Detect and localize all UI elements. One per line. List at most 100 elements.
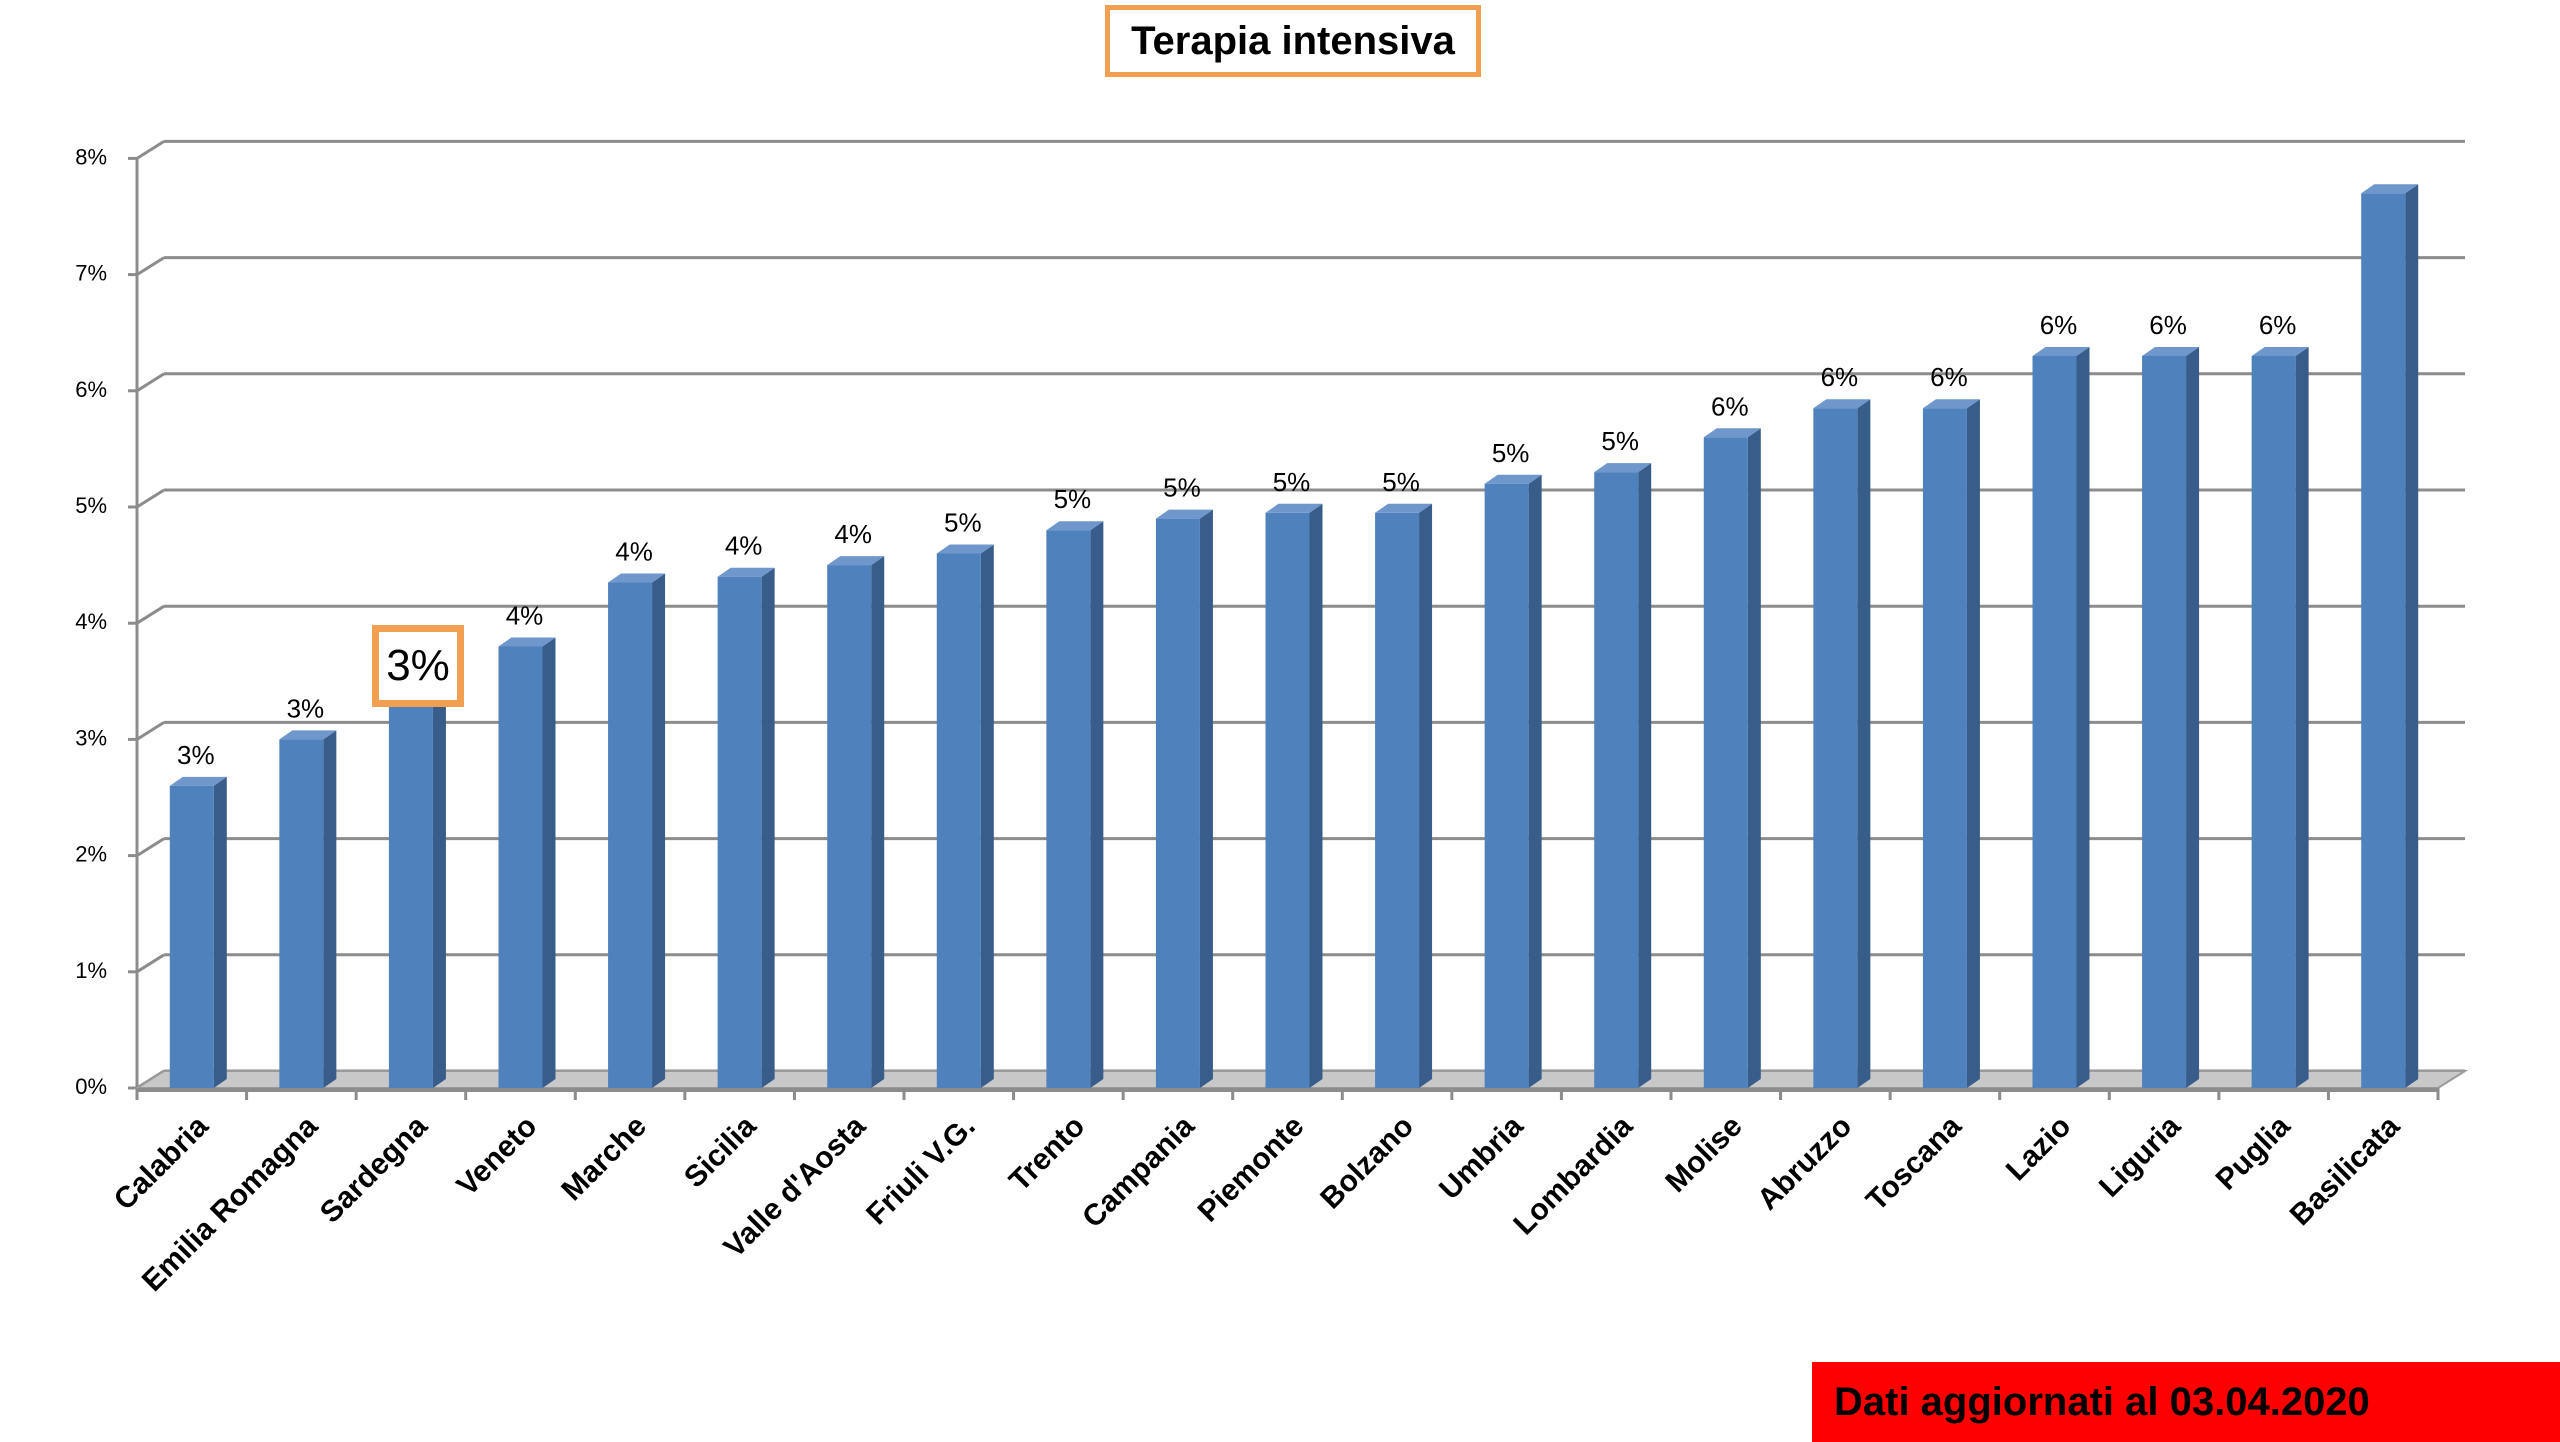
bar-side [1638,463,1652,1088]
bar-trento [1046,521,1104,1088]
bar-sicilia [717,567,775,1088]
bar-umbria [1484,474,1542,1088]
gridline-connector [136,604,165,625]
gridline-connector [136,140,165,160]
bar-calabria [169,776,227,1088]
x-tick-label: Puglia [2210,1109,2297,1196]
x-tick-label: Veneto [451,1110,544,1203]
bar-front [2032,355,2077,1088]
data-label: 5% [1601,426,1639,456]
bar-top [279,730,337,740]
bar-side [323,730,337,1088]
bar-front [498,646,543,1088]
bar-front [717,576,762,1088]
x-tick-label: Bolzano [1314,1110,1420,1216]
x-tick-label: Sardegna [314,1109,434,1229]
bar-side [1747,428,1761,1088]
bar-toscana [1922,399,1980,1089]
x-tick-label: Toscana [1860,1109,1968,1217]
gridline-connector [136,837,165,857]
x-tick-label: Friuli V.G. [860,1110,982,1232]
y-tick-label: 2% [75,842,107,867]
data-label: 3% [287,693,325,723]
bar-side [1309,503,1323,1088]
x-tick-label: Piemonte [1192,1110,1311,1229]
x-tick-label: Marche [555,1110,653,1208]
y-tick-label: 0% [75,1074,107,1099]
bar-lazio [2032,346,2090,1088]
update-date-banner: Dati aggiornati al 03.04.2020 [1812,1362,2560,1442]
bar-side [213,776,227,1088]
bar-top [169,776,227,786]
data-label: 4% [615,537,653,567]
x-tick-label: Calabria [108,1109,215,1216]
data-label: 6% [2040,310,2078,340]
data-label: 5% [1382,467,1420,497]
bar-front [2361,193,2406,1088]
bar-top [608,573,666,583]
bar-front [2251,355,2296,1088]
bar-top [1375,503,1433,513]
bar-front [1046,530,1091,1088]
data-label: 5% [1273,467,1311,497]
bar-side [871,556,885,1088]
bar-emilia-romagna [279,730,337,1088]
bar-front [1484,483,1529,1088]
bar-front [1922,408,1967,1089]
chart-title: Terapia intensiva [1105,5,1481,77]
bar-top [1703,428,1761,438]
bar-front [169,785,214,1088]
bar-side [2405,184,2419,1088]
bar-side [761,567,775,1088]
data-label: 5% [1054,484,1092,514]
highlight-callout-sardegna: 3% [372,625,464,707]
bar-top [1813,399,1871,409]
gridline-connector [136,953,165,974]
bar-lombardia [1594,463,1652,1088]
gridline-connector [136,721,165,741]
bar-piemonte [1265,503,1323,1088]
bar-campania [1155,509,1213,1088]
bar-side [1528,474,1542,1088]
bar-side [1090,521,1104,1088]
bar-front [608,582,653,1088]
data-label: 4% [725,531,763,561]
bar-basilicata [2361,184,2419,1088]
x-tick-label: Sicilia [678,1109,763,1194]
bar-top [1155,509,1213,519]
bar-front [1813,408,1858,1089]
bar-top [498,637,556,647]
gridline-connector [136,372,165,393]
bar-top [1265,503,1323,513]
bar-top [1594,463,1652,473]
bar-veneto [498,637,556,1088]
bar-side [542,637,556,1088]
x-tick-label: Trento [1003,1110,1091,1198]
bar-top [2361,184,2419,194]
bar-marche [608,573,666,1088]
data-label: 6% [1821,362,1859,392]
x-tick-label: Liguria [2093,1109,2187,1203]
bar-side [1857,399,1871,1089]
y-tick-label: 6% [75,377,107,402]
bar-top [1046,521,1104,531]
bar-front [279,739,324,1088]
bar-front [1594,472,1639,1088]
x-axis-line [137,1088,2438,1092]
bar-top [1922,399,1980,409]
data-label: 6% [1930,362,1968,392]
bar-side [432,695,446,1088]
y-tick-label: 4% [75,609,107,634]
bar-front [388,704,433,1088]
bar-top [717,567,775,577]
y-tick-label: 3% [75,725,107,750]
x-tick-label: Umbria [1433,1109,1530,1206]
bar-friuli-v-g- [936,544,994,1088]
data-label: 4% [506,600,544,630]
bar-top [2032,346,2090,356]
y-tick-label: 1% [75,958,107,983]
bar-top [2142,346,2200,356]
bar-top [1484,474,1542,484]
